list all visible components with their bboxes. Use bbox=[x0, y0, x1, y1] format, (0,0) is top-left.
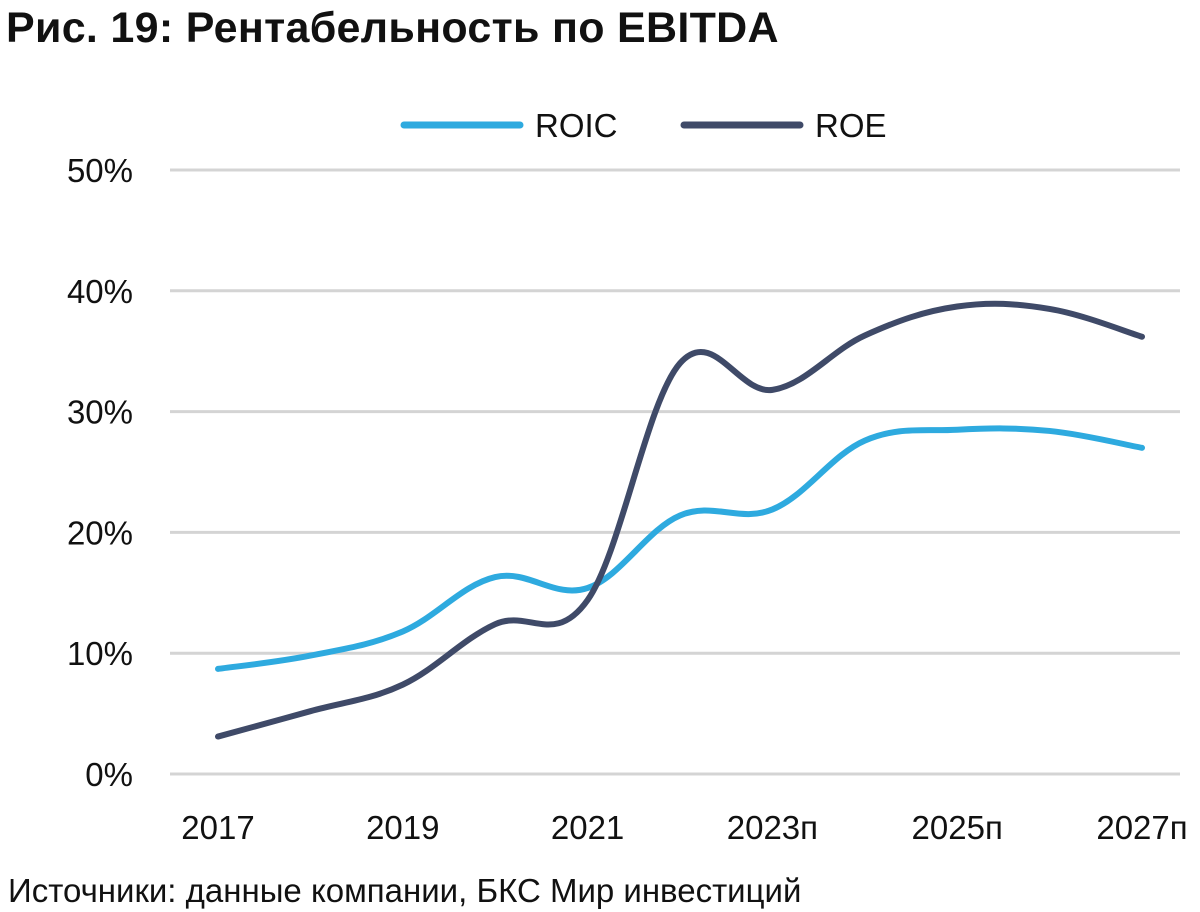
x-tick-label: 2019 bbox=[366, 809, 439, 846]
source-note: Источники: данные компании, БКС Мир инве… bbox=[8, 872, 802, 909]
y-tick-label: 20% bbox=[67, 514, 133, 551]
gridlines bbox=[170, 168, 1180, 776]
legend: ROIC ROE bbox=[400, 107, 887, 144]
chart-title: Рис. 19: Рентабельность по EBITDA bbox=[6, 4, 779, 52]
x-tick-label: 2027п bbox=[1096, 809, 1187, 846]
series-line-roic bbox=[215, 425, 1145, 672]
y-axis-labels: 0% 10% 20% 30% 40% 50% bbox=[67, 152, 133, 793]
legend-label-roic: ROIC bbox=[535, 107, 618, 144]
series-line-roe bbox=[215, 300, 1145, 740]
x-tick-label: 2025п bbox=[912, 809, 1003, 846]
y-tick-label: 10% bbox=[67, 635, 133, 672]
y-tick-label: 50% bbox=[67, 152, 133, 189]
y-tick-label: 0% bbox=[85, 756, 133, 793]
x-tick-label: 2023п bbox=[727, 809, 818, 846]
x-axis-labels: 2017 2019 2021 2023п 2025п 2027п bbox=[181, 809, 1187, 846]
legend-label-roe: ROE bbox=[815, 107, 887, 144]
y-tick-label: 30% bbox=[67, 394, 133, 431]
x-tick-label: 2021 bbox=[551, 809, 624, 846]
x-tick-label: 2017 bbox=[181, 809, 254, 846]
series-lines bbox=[215, 300, 1145, 740]
y-tick-label: 40% bbox=[67, 273, 133, 310]
